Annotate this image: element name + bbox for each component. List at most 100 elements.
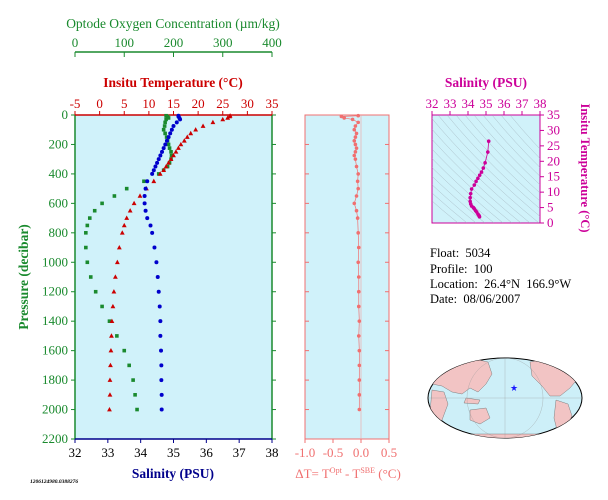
oxygen-point: [85, 260, 90, 265]
salinity-point: [142, 201, 147, 206]
pressure-tick-label: 600: [49, 195, 69, 210]
salinity-point: [160, 149, 165, 154]
ts-point: [486, 150, 490, 154]
delta-t-point: [356, 260, 361, 265]
salinity-point: [152, 245, 157, 250]
delta-t-tick-label: -0.5: [323, 445, 344, 460]
delta-t-label-sup1: Opt: [330, 466, 343, 475]
salinity-point: [143, 186, 148, 191]
salinity-tick-label: 38: [266, 445, 279, 460]
delta-t-label-mid: - T: [342, 466, 361, 481]
oxygen-point: [169, 150, 173, 154]
ts-isopycnal: [432, 118, 540, 223]
ts-isopycnal: [509, 115, 540, 150]
salinity-point: [145, 216, 150, 221]
salinity-point: [178, 117, 183, 122]
ts-temperature-tick-label: 15: [547, 169, 560, 184]
delta-t-point: [356, 231, 361, 235]
delta-t-point: [353, 157, 358, 161]
temperature-tick-label: 35: [266, 96, 279, 111]
delta-t-tick-label: 0.0: [353, 445, 369, 460]
oxygen-point: [127, 363, 131, 368]
ts-point: [476, 176, 480, 181]
ts-isopycnal: [437, 115, 540, 217]
oxygen-tick-label: 0: [72, 35, 79, 50]
oxygen-point: [124, 186, 129, 191]
delta-t-plot-area: [304, 114, 390, 440]
oxygen-point: [163, 120, 167, 125]
ts-salinity-tick-label: 35: [480, 96, 493, 111]
ts-salinity-tick-label: 33: [444, 96, 457, 111]
ts-isopycnal: [491, 115, 540, 168]
temperature-point: [109, 318, 115, 323]
delta-t-axis-label: ΔT= TOpt - TSBE (°C): [295, 466, 401, 481]
oxygen-axis-label: Optode Oxygen Concentration (µm/kg): [66, 16, 280, 31]
salinity-point: [174, 120, 179, 125]
salinity-point: [150, 171, 155, 176]
ts-point: [477, 215, 482, 219]
pressure-tick-label: 1800: [42, 372, 68, 387]
temperature-axis-label: Insitu Temperature (°C): [103, 75, 242, 90]
delta-t-point: [353, 142, 358, 147]
map-land-greenland: [561, 359, 575, 369]
oxygen-point: [133, 393, 137, 397]
ts-point: [486, 139, 491, 144]
ts-point: [474, 179, 478, 184]
delta-t-label-sup2: SBE: [360, 466, 375, 475]
salinity-point: [159, 363, 164, 368]
temperature-point: [188, 130, 194, 136]
salinity-point: [159, 348, 164, 353]
info-location: Location: 26.4°N 166.9°W: [430, 277, 572, 291]
delta-t-point: [352, 138, 357, 143]
ts-temperature-tick-label: 25: [547, 138, 560, 153]
salinity-point: [164, 138, 169, 143]
ts-temperature-tick-label: 20: [547, 153, 560, 168]
info-date: Date: 08/06/2007: [430, 292, 521, 306]
ts-isopycnal: [500, 115, 540, 159]
oxygen-point: [161, 127, 166, 132]
ts-salinity-tick-label: 37: [516, 96, 530, 111]
oxygen-point: [131, 378, 135, 382]
delta-t-point: [356, 334, 361, 338]
salinity-tick-label: 33: [101, 445, 114, 460]
pressure-tick-label: 1000: [42, 254, 68, 269]
salinity-point: [158, 319, 163, 324]
delta-t-label-suffix: (°C): [375, 466, 401, 481]
delta-t-point: [356, 245, 361, 250]
salinity-point: [145, 179, 150, 184]
oxygen-tick-label: 100: [115, 35, 135, 50]
info-profile: Profile: 100: [430, 262, 493, 276]
pressure-tick-label: 1600: [42, 343, 68, 358]
temperature-point: [107, 392, 113, 397]
temperature-point: [112, 274, 118, 279]
marks-layer: [84, 113, 491, 439]
ts-salinity-tick-label: 36: [498, 96, 512, 111]
oxygen-point: [169, 153, 174, 158]
oxygen-point: [87, 216, 92, 220]
delta-t-label-prefix: ΔT= T: [295, 466, 330, 481]
salinity-point: [163, 142, 168, 147]
salinity-tick-label: 32: [69, 445, 82, 460]
ts-isopycnal: [446, 115, 540, 210]
oxygen-tick-label: 400: [262, 35, 282, 50]
delta-t-tick-label: 0.5: [381, 445, 397, 460]
ts-isopycnal: [432, 167, 495, 223]
temperature-point: [124, 215, 130, 220]
salinity-point: [151, 168, 156, 173]
delta-t-point: [357, 348, 362, 353]
delta-t-point: [342, 116, 347, 120]
salinity-point: [148, 223, 153, 228]
oxygen-point: [166, 142, 171, 147]
temperature-point: [111, 289, 117, 294]
salinity-point: [155, 160, 160, 165]
pressure-tick-label: 2200: [42, 431, 68, 446]
delta-t-point: [356, 275, 361, 279]
salinity-point: [159, 378, 164, 383]
oxygen-point: [166, 116, 171, 120]
pressure-tick-label: 800: [49, 225, 69, 240]
oxygen-point: [164, 117, 168, 122]
delta-t-point: [354, 164, 359, 169]
ts-isopycnal: [482, 115, 540, 177]
temperature-point: [119, 230, 125, 235]
